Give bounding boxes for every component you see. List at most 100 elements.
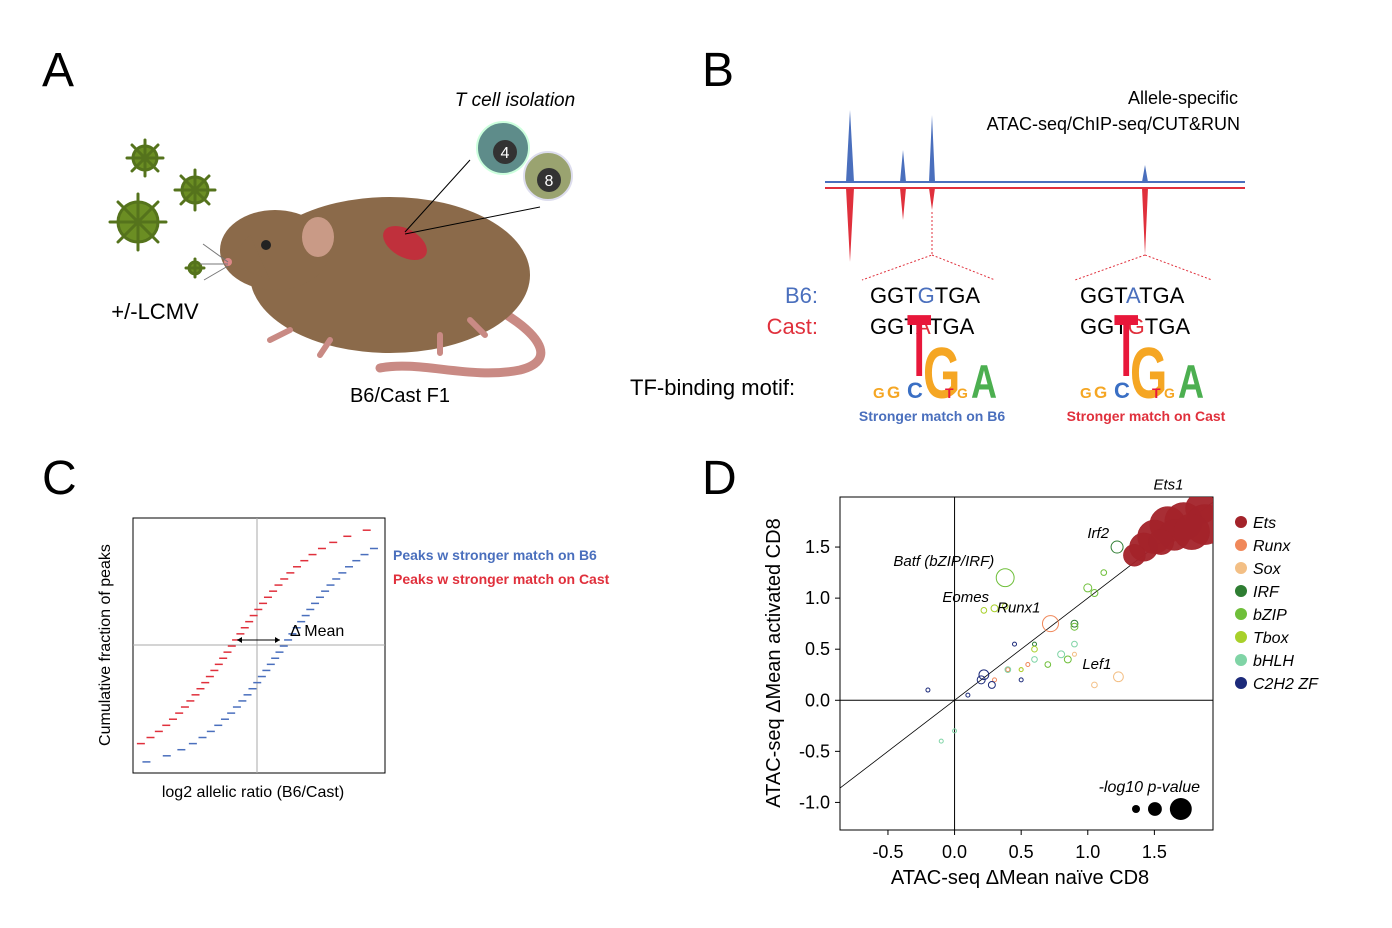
panel-label: D	[702, 452, 737, 505]
mouse	[200, 197, 546, 378]
point	[1110, 540, 1124, 554]
legend-marker	[1235, 654, 1247, 666]
point	[978, 669, 990, 681]
panel-label: B	[702, 44, 734, 97]
strain-label: B6/Cast F1	[350, 385, 450, 407]
y-tick-label: 1.0	[805, 588, 830, 608]
point	[1083, 583, 1093, 593]
motif-letter: C	[907, 378, 923, 403]
sequence: GGTATGA	[1080, 283, 1185, 308]
legend-marker	[1235, 631, 1247, 643]
seq-variant: G	[918, 283, 935, 308]
size-legend-title: -log10 p-value	[1099, 779, 1201, 796]
motif-letter: G	[923, 333, 960, 413]
virus	[173, 168, 217, 212]
point	[1044, 661, 1052, 668]
seq-part: GGT	[1080, 283, 1127, 308]
legend-entry: Runx	[1253, 538, 1291, 555]
motif-caption: Stronger match on B6	[859, 408, 1005, 424]
point-label: Lef1	[1082, 656, 1111, 673]
point	[1063, 655, 1072, 664]
point	[992, 677, 998, 683]
virus-group	[108, 138, 217, 279]
treatment-label: +/-LCMV	[111, 299, 199, 324]
cumulative-curves	[136, 529, 378, 763]
motif-letter: T	[1152, 385, 1161, 401]
x-tick-label: 1.5	[1142, 842, 1167, 862]
legend-marker	[1235, 677, 1247, 689]
point	[1071, 640, 1078, 648]
scatter-plot: -0.5 0.0 0.5 1.0 1.5 -1.0 -0.5 0.0 0.5 1.0 1.5 Ets1…	[799, 477, 1319, 862]
point	[1031, 656, 1038, 663]
allele-label: B6:	[785, 283, 818, 308]
point-labels: Ets1 Runx1 Lef1 Irf2 Batf (bZIP/IRF) Eomes	[893, 477, 1183, 673]
point	[990, 604, 999, 613]
motif-letter: T	[907, 297, 932, 395]
y-tick-label: -0.5	[799, 741, 830, 761]
point	[1071, 651, 1077, 657]
legend-entry: C2H2 ZF	[1253, 676, 1319, 693]
motif-letter: T	[1114, 297, 1139, 395]
point	[995, 568, 1015, 588]
point	[1057, 650, 1066, 659]
legend-marker	[1235, 585, 1247, 597]
sequence: GGTGTGA	[870, 283, 980, 308]
x-tick-label: 0.0	[942, 842, 967, 862]
motif-letter: G	[957, 385, 968, 401]
pointer-line	[404, 206, 541, 235]
legend-entry: bZIP	[1253, 607, 1287, 624]
virus	[108, 192, 168, 252]
points	[925, 497, 1213, 744]
seq-part: TGA	[929, 314, 975, 339]
cell-nucleus	[493, 140, 517, 164]
cell-label: 4	[501, 145, 510, 162]
motif-letter: G	[887, 383, 900, 402]
motif-letter: G	[1080, 385, 1092, 402]
point	[980, 607, 988, 614]
seq-variant: A	[916, 314, 931, 339]
point	[1031, 645, 1038, 653]
point	[1091, 681, 1098, 689]
point	[1123, 543, 1146, 567]
point	[1041, 615, 1059, 633]
point	[925, 687, 931, 693]
arrow-heads	[237, 637, 280, 643]
legend-marker	[1235, 608, 1247, 620]
motif-letter: G	[1164, 385, 1175, 401]
legend-entry: Peaks w stronger match on B6	[393, 547, 597, 563]
panel-label: C	[42, 452, 77, 505]
seq-part: GGT	[870, 314, 917, 339]
y-tick-label: -1.0	[799, 792, 830, 812]
motif-letter: A	[971, 355, 997, 408]
point	[952, 728, 958, 734]
legend-marker	[1235, 539, 1247, 551]
size-legend-marker	[1148, 802, 1162, 816]
point	[987, 680, 996, 689]
point	[1025, 662, 1031, 668]
virus	[184, 257, 206, 279]
seq-variant: A	[1126, 283, 1141, 308]
motif-logos: G G TC GT G A G G TC GT G A	[873, 297, 1204, 413]
point	[1148, 528, 1174, 555]
allele-label: Cast:	[767, 314, 818, 339]
point-label: Runx1	[997, 600, 1040, 617]
plot-frame	[839, 496, 1214, 831]
delta-label: Δ Mean	[290, 623, 344, 640]
seq-part: TGA	[1145, 314, 1191, 339]
motif-letter: G	[1094, 383, 1107, 402]
seq-variant: G	[1128, 314, 1145, 339]
virus	[125, 138, 165, 178]
point	[1005, 667, 1011, 673]
sequence: GGTATGA	[870, 314, 975, 339]
y-tick-label: 0.5	[805, 639, 830, 659]
sequence: GGTGTGA	[1080, 314, 1190, 339]
motif-label: TF-binding motif:	[630, 375, 795, 400]
motif-letter: G	[1130, 333, 1167, 413]
legend-entry: Ets	[1253, 515, 1276, 532]
legend-entry: Sox	[1253, 561, 1282, 578]
y-axis-label: Cumulative fraction of peaks	[97, 544, 114, 746]
point	[938, 738, 944, 744]
point	[1090, 589, 1099, 597]
point	[1018, 677, 1024, 683]
